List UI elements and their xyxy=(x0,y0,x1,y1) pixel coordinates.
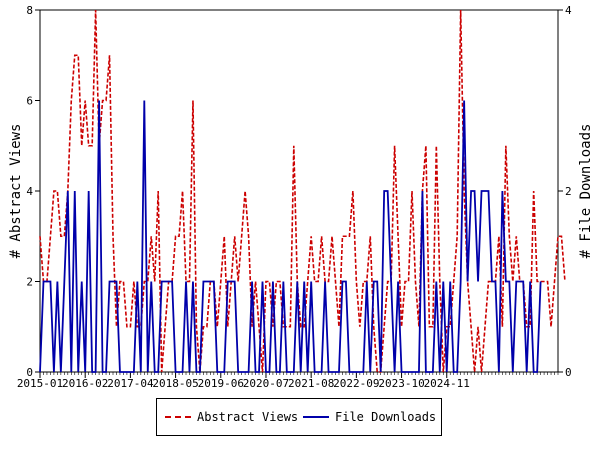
legend-item-abstract-views: Abstract Views xyxy=(165,410,298,424)
y-axis-label: # Abstract Views xyxy=(8,124,24,259)
x-tick-label: 2015-01 xyxy=(17,377,63,390)
legend-item-file-downloads: File Downloads xyxy=(303,410,436,424)
legend: Abstract Views File Downloads xyxy=(156,398,442,436)
y-tick-label: 4 xyxy=(26,185,33,198)
y2-axis-label: # File Downloads xyxy=(578,124,594,259)
x-tick-label: 2019-06 xyxy=(198,377,244,390)
y2-tick-label: 2 xyxy=(565,185,572,198)
y-tick-label: 8 xyxy=(26,4,33,17)
y-tick-label: 2 xyxy=(26,276,33,289)
y2-tick-label: 0 xyxy=(565,366,572,379)
legend-label-abstract-views: Abstract Views xyxy=(197,410,299,424)
x-tick-label: 2016-02 xyxy=(62,377,108,390)
series-abstract-views xyxy=(39,9,566,373)
x-tick-label: 2021-08 xyxy=(288,377,334,390)
x-tick-label: 2022-09 xyxy=(333,377,379,390)
x-tick-label: 2018-05 xyxy=(152,377,198,390)
x-tick-label: 2017-04 xyxy=(107,377,154,390)
x-tick-label: 2023-10 xyxy=(378,377,424,390)
y2-tick-label: 4 xyxy=(565,4,572,17)
legend-swatch-file-downloads xyxy=(303,416,329,418)
y-tick-label: 6 xyxy=(26,95,33,108)
legend-label-file-downloads: File Downloads xyxy=(335,410,437,424)
x-tick-label: 2024-11 xyxy=(424,377,470,390)
x-tick-label: 2020-07 xyxy=(243,377,289,390)
series-file-downloads xyxy=(39,100,542,373)
legend-swatch-abstract-views xyxy=(165,416,191,418)
y-tick-label: 0 xyxy=(26,366,33,379)
